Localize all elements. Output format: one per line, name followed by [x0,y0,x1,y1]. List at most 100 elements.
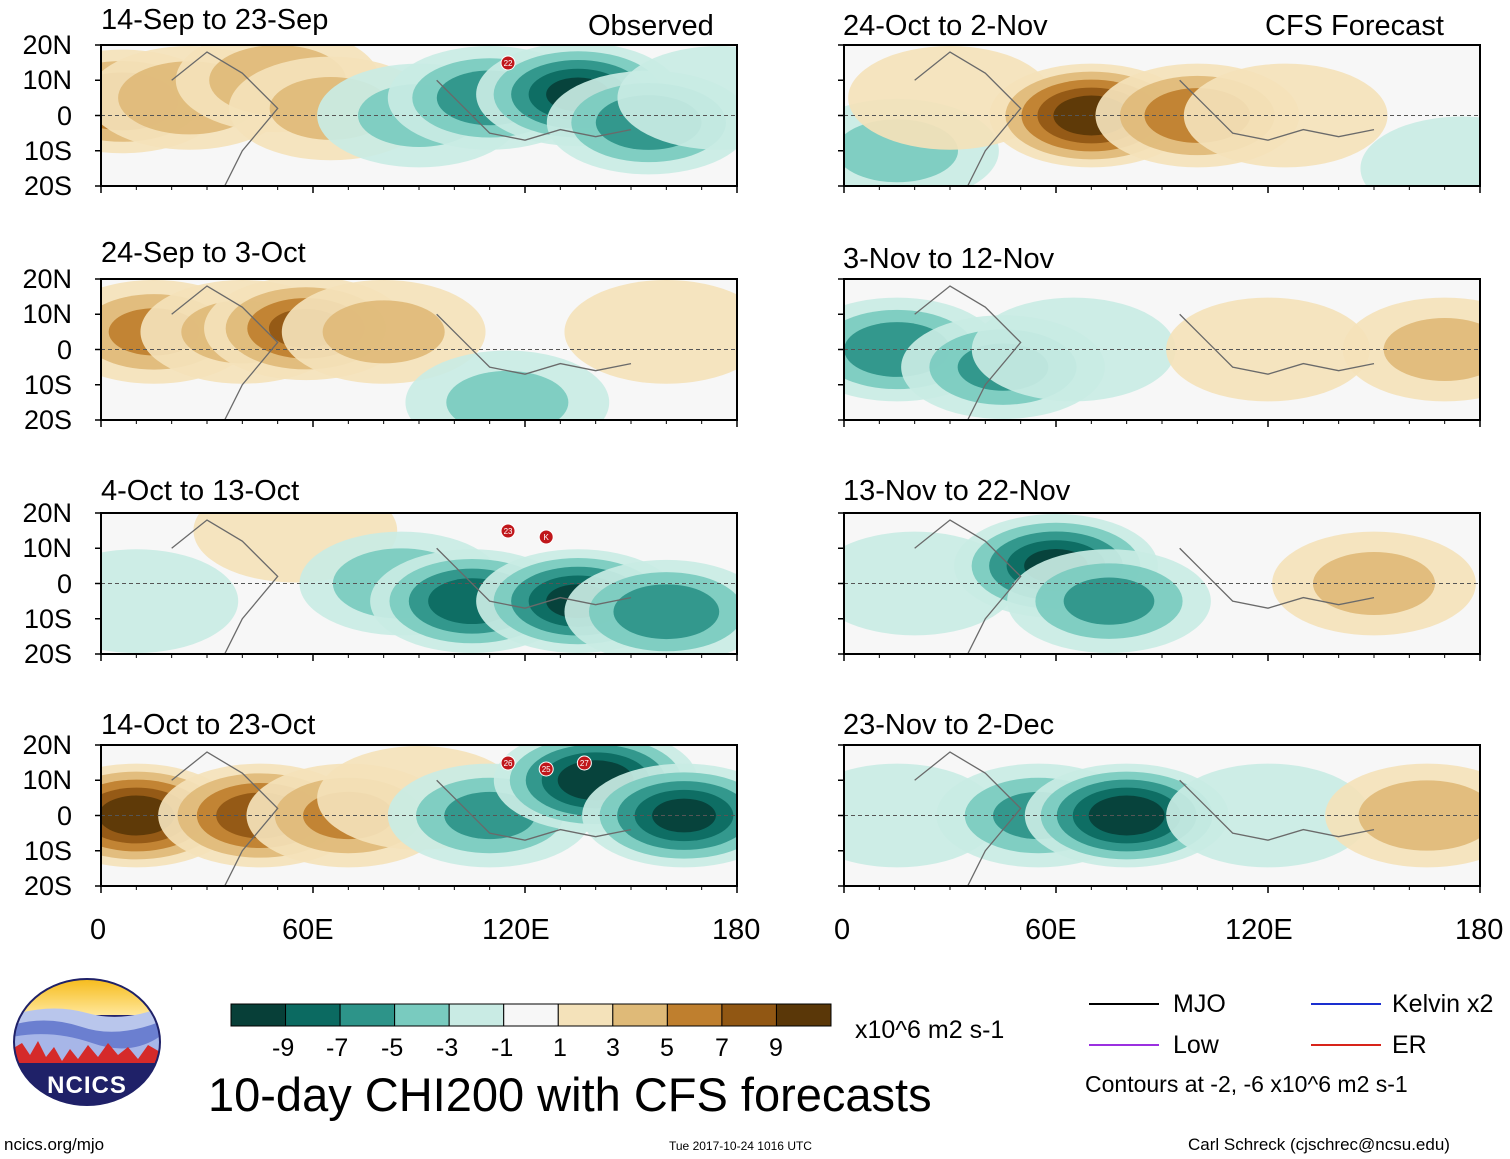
anomaly-cell [322,300,445,364]
x-tick-label: 60E [282,914,334,946]
panel-title: 23-Nov to 2-Dec [843,709,1055,741]
contour-note: Contours at -2, -6 x10^6 m2 s-1 [1085,1071,1408,1097]
footer-url: ncics.org/mjo [4,1135,105,1154]
legend-label-low: Low [1173,1031,1219,1059]
coastline [1179,779,1375,841]
anomaly-cell [564,280,737,384]
colorbar-tick: 3 [606,1034,620,1062]
x-tick-label: 0 [834,914,851,946]
ncics-logo: NCICS [13,978,161,1106]
colorbar-swatch [721,1003,777,1027]
colorbar-tick: 9 [769,1034,783,1062]
legend-label-er: ER [1392,1031,1427,1059]
units-label: x10^6 m2 s-1 [855,1016,1005,1044]
storm-marker [576,755,592,771]
colorbar-tick: 7 [715,1034,729,1062]
colorbar-tick: -1 [491,1034,514,1062]
panel-4 [101,745,737,886]
colorbar [230,1003,832,1027]
legend-label-kelvin: Kelvin x2 [1392,990,1494,1018]
colorbar-swatch [339,1003,396,1027]
colorbar-swatch [394,1003,450,1027]
colorbar-tick: -9 [272,1034,295,1062]
anomaly-cell [1383,318,1480,381]
coastline [171,285,279,420]
coastline [436,779,632,841]
panel-title: 4-Oct to 13-Oct [101,475,300,507]
coastline [171,51,279,186]
panel-title: 3-Nov to 12-Nov [843,243,1055,275]
colorbar-tick: 1 [553,1034,567,1062]
x-tick-label: 120E [482,914,550,946]
panel-1 [101,45,737,186]
y-tick-label: 20N [22,730,72,760]
colorbar-swatch [285,1003,341,1027]
colorbar-tick: -5 [381,1034,404,1062]
anomaly-cell [1063,577,1155,625]
panel-5 [844,45,1480,186]
anomaly-cell [1312,552,1436,615]
colorbar-swatch [775,1003,832,1027]
y-tick-label: 0 [56,335,72,365]
colorbar-swatch [448,1003,505,1027]
y-tick-label: 0 [56,569,72,599]
observed-header: Observed [588,10,714,42]
coastline [914,285,1022,420]
coastline [171,519,279,654]
panel-title: 24-Sep to 3-Oct [101,237,306,269]
y-tick-label: 20N [22,498,72,528]
colorbar-tick: 5 [660,1034,674,1062]
colorbar-swatch [557,1003,614,1027]
colorbar-swatch [612,1003,668,1027]
anomaly-cell [446,370,569,420]
y-tick-label: 10N [22,299,72,329]
panel-title: 13-Nov to 22-Nov [843,475,1071,507]
coastline [1179,547,1375,609]
anomaly-cell [1360,116,1480,186]
coastline [914,519,1022,654]
colorbar-tick: -7 [326,1034,349,1062]
anomaly-cell [101,549,239,653]
y-tick-label: 10N [22,65,72,95]
main-title: 10-day CHI200 with CFS forecasts [208,1068,932,1121]
logo-text: NCICS [47,1072,127,1099]
storm-marker [500,55,516,71]
coastline [1179,79,1375,141]
coastline [1179,313,1375,375]
coastline [914,751,1022,886]
coastline [171,751,279,886]
anomaly-cell [971,297,1176,402]
anomaly-cell [617,46,737,150]
storm-label: K [544,533,550,542]
forecast-header: CFS Forecast [1265,10,1444,42]
panel-3 [101,513,737,654]
storm-marker [538,761,554,777]
storm-marker [538,529,554,545]
y-tick-label: 20N [22,30,72,60]
footer-credit: Carl Schreck (cjschrec@ncsu.edu) [1188,1135,1450,1154]
coastline [914,51,1022,186]
y-tick-label: 10N [22,765,72,795]
colorbar-swatch [503,1003,559,1027]
legend-lines [1089,1003,1381,1046]
storm-marker [500,755,516,771]
panel-title: 14-Oct to 23-Oct [101,709,316,741]
y-tick-label: 0 [56,801,72,831]
x-tick-label: 120E [1225,914,1293,946]
y-tick-label: 10S [23,370,72,400]
x-tick-label: 60E [1025,914,1077,946]
y-tick-label: 20N [22,264,72,294]
colorbar-swatch [230,1003,287,1027]
panel-8 [844,745,1480,886]
panel-7 [844,513,1480,654]
y-tick-label: 10S [23,836,72,866]
coastline [436,79,632,141]
panel-6 [844,279,1480,420]
anomaly-cell [613,584,720,640]
colorbar-tick: -3 [436,1034,459,1062]
storm-label: 22 [504,59,513,68]
coastline [436,313,632,375]
coastline [436,547,632,609]
storm-label: 23 [504,527,513,536]
